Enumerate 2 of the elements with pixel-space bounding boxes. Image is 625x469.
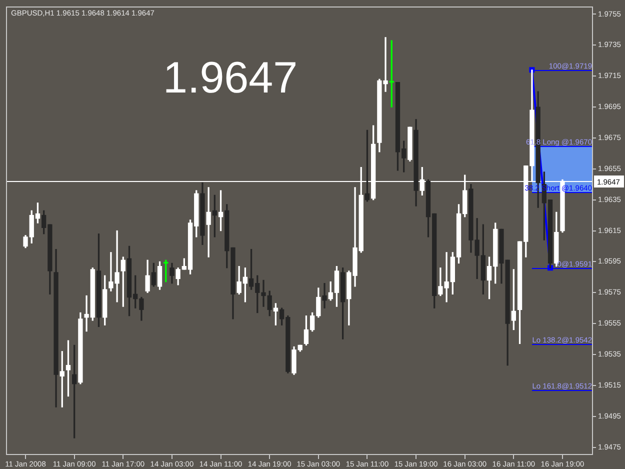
candlestick [322, 283, 327, 308]
annotation: 1.9647 [163, 54, 298, 102]
